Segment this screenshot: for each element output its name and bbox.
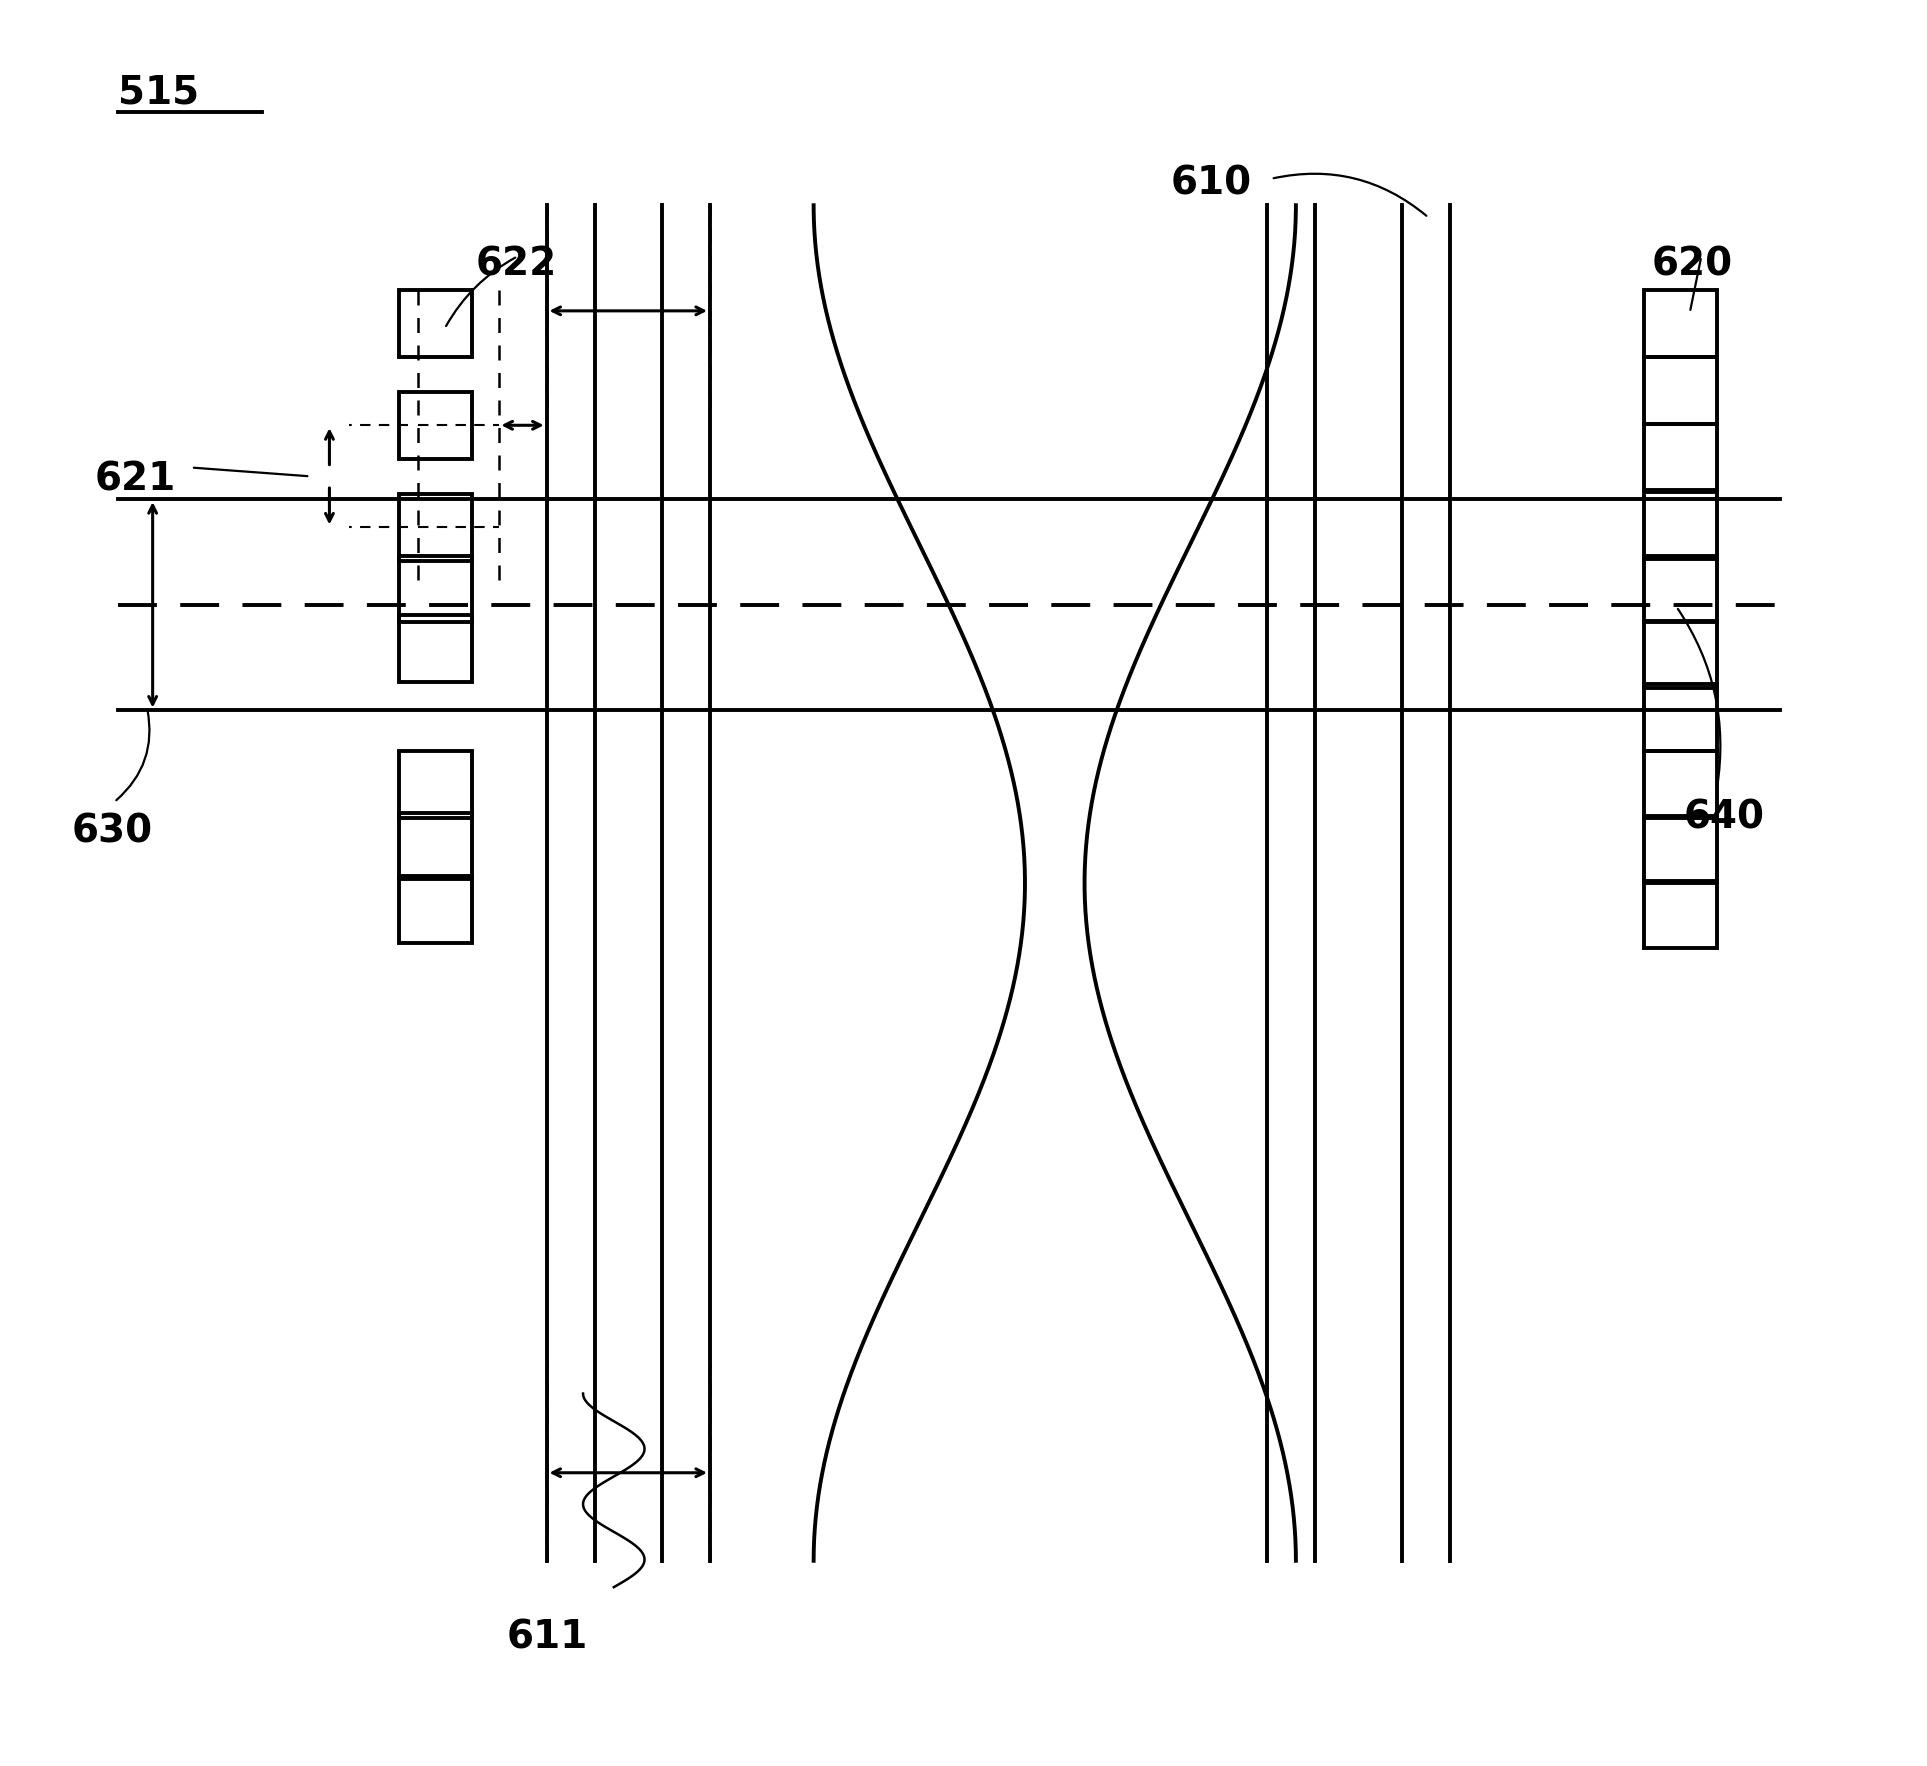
Text: 630: 630 (71, 812, 152, 851)
Text: 621: 621 (94, 461, 175, 498)
Text: 622: 622 (476, 245, 557, 284)
Bar (1644, 493, 1717, 560)
Text: 620: 620 (1651, 245, 1732, 284)
Bar (399, 494, 472, 562)
Text: 640: 640 (1684, 798, 1765, 837)
Bar (1644, 357, 1717, 424)
Bar (1644, 751, 1717, 818)
Text: 611: 611 (507, 1619, 588, 1657)
Bar (1644, 556, 1717, 622)
Bar (399, 615, 472, 682)
Bar (399, 812, 472, 879)
Bar (1644, 881, 1717, 948)
Bar (399, 392, 472, 459)
Bar (399, 751, 472, 818)
Bar (399, 876, 472, 943)
Text: 610: 610 (1172, 164, 1253, 203)
Bar (1644, 424, 1717, 491)
Bar (399, 290, 472, 357)
Bar (399, 556, 472, 622)
Bar (1644, 290, 1717, 357)
Bar (1644, 683, 1717, 751)
Text: 515: 515 (118, 72, 198, 111)
Bar (1644, 620, 1717, 687)
Bar (1644, 816, 1717, 883)
